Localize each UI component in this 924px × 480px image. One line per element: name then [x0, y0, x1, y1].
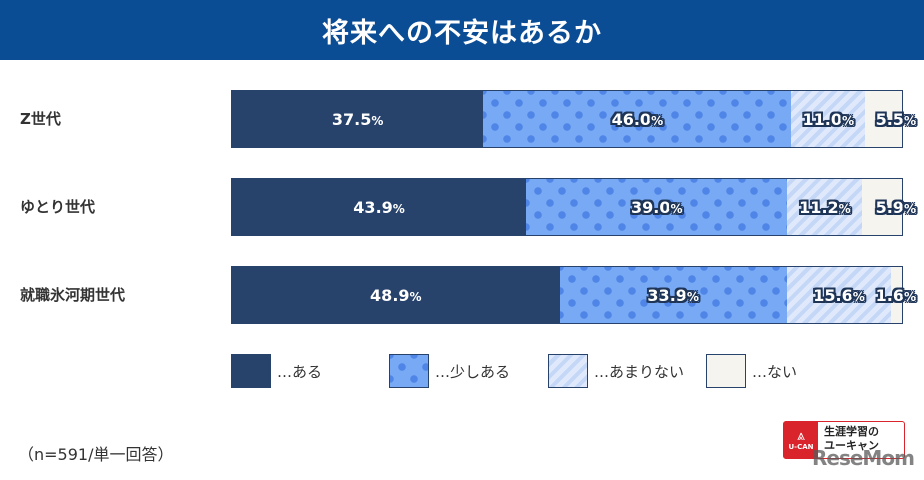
segment-amari-nai: 11.2% [787, 179, 863, 235]
chart-title: 将来への不安はあるか [322, 17, 602, 49]
legend-item-amari-nai: …あまりない [548, 353, 684, 389]
value-label: 5.9% [875, 197, 916, 217]
segment-nai: 1.6% [876, 267, 916, 323]
row-label-yutori-generation: ゆとり世代 [20, 198, 96, 216]
segment-amari-nai: 11.0% [791, 91, 866, 147]
value-label: 15.6% [813, 285, 865, 305]
value-label: 46.0% [611, 109, 664, 129]
legend-item-nai: …ない [706, 353, 797, 389]
ucan-emblem-icon: ⩓ [797, 428, 805, 444]
row-label-hyogaki-generation: 就職氷河期世代 [20, 286, 126, 304]
resemom-watermark: ReseMom [812, 446, 915, 470]
value-label: 48.9% [370, 285, 422, 305]
legend-swatch [389, 354, 429, 388]
chart-legend: …ある …少しある …あまりない …ない [231, 353, 851, 389]
bar-z-generation: 37.5% 46.0% 11.0% 5.5% [231, 90, 916, 148]
segment-aru: 43.9% [232, 179, 527, 235]
value-label: 39.0% [631, 197, 683, 217]
row-label-z-generation: Z世代 [20, 110, 61, 128]
legend-label: …少しある [435, 362, 511, 381]
segment-aru: 37.5% [232, 91, 484, 147]
value-label: 43.9% [353, 197, 405, 217]
value-label: 5.5% [875, 109, 916, 129]
value-label: 33.9% [647, 285, 699, 305]
legend-swatch [548, 354, 588, 388]
ucan-logo-mark: ⩓ U-CAN [784, 422, 818, 458]
value-label: 11.2% [799, 197, 851, 217]
legend-item-aru: …ある [231, 353, 322, 389]
sample-note: （n=591/単一回答） [18, 445, 174, 464]
segment-nai: 5.5% [865, 91, 916, 147]
legend-label: …ない [752, 362, 798, 381]
segment-sukoshi-aru: 33.9% [559, 267, 787, 323]
value-label: 11.0% [802, 109, 855, 129]
segment-sukoshi-aru: 39.0% [526, 179, 788, 235]
legend-item-sukoshi-aru: …少しある [389, 353, 510, 389]
value-label: 37.5% [331, 109, 384, 129]
bar-hyogaki-generation: 48.9% 33.9% 15.6% 1.6% [231, 266, 916, 324]
legend-swatch [706, 354, 746, 388]
legend-label: …ある [277, 362, 323, 381]
segment-amari-nai: 15.6% [786, 267, 892, 323]
segment-sukoshi-aru: 46.0% [483, 91, 792, 147]
ucan-logo: ⩓ U-CAN 生涯学習の ユーキャン [783, 421, 905, 459]
value-label: 1.6% [875, 285, 916, 305]
legend-swatch [231, 354, 271, 388]
chart-header: 将来への不安はあるか [0, 0, 924, 60]
ucan-logo-text: 生涯学習の ユーキャン [824, 425, 879, 452]
bar-yutori-generation: 43.9% 39.0% 11.2% 5.9% [231, 178, 916, 236]
legend-label: …あまりない [594, 362, 685, 381]
segment-aru: 48.9% [232, 267, 560, 323]
segment-nai: 5.9% [862, 179, 916, 235]
